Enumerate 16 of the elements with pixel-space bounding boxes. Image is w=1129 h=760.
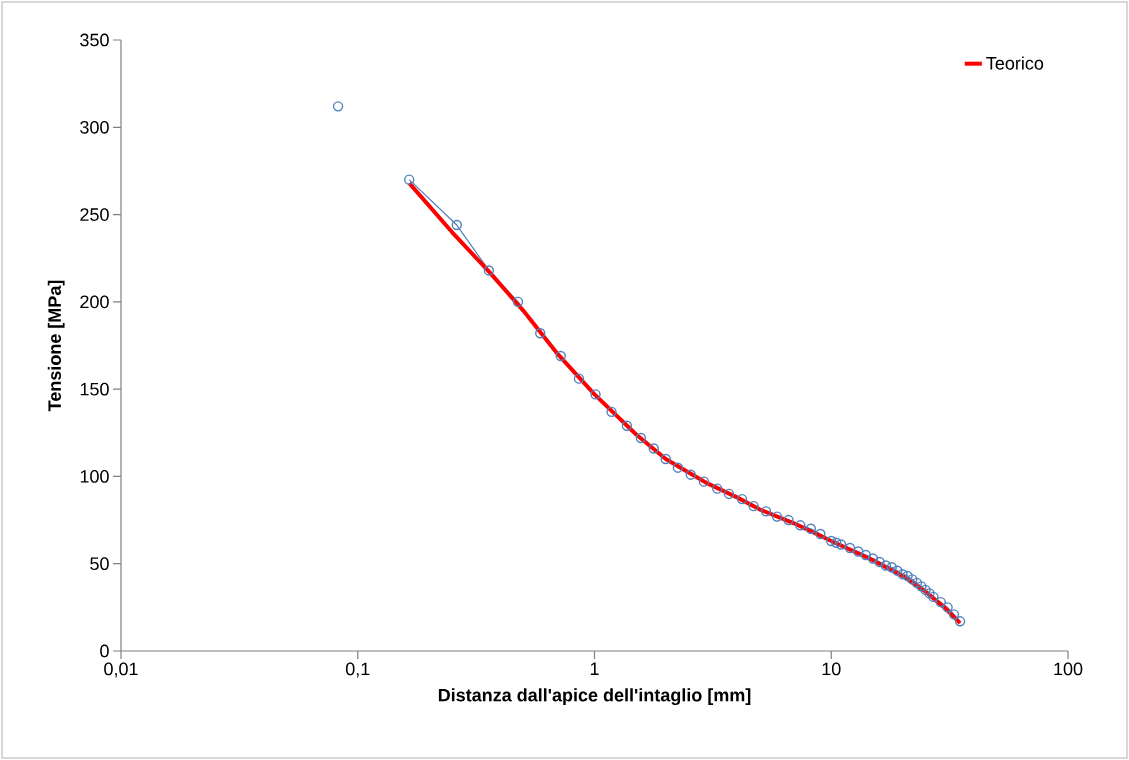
y-tick-label: 150 bbox=[80, 382, 109, 396]
y-tick-label: 350 bbox=[80, 33, 109, 47]
y-tick-label: 0 bbox=[100, 644, 109, 658]
y-tick-label: 250 bbox=[80, 208, 109, 221]
x-tick-label: 10 bbox=[822, 662, 841, 676]
x-tick-label: 0,01 bbox=[104, 662, 138, 678]
x-tick-label: 1 bbox=[590, 662, 599, 675]
legend-label: Teorico bbox=[986, 56, 1044, 70]
y-tick-label: 100 bbox=[80, 470, 109, 483]
y-tick-label: 200 bbox=[80, 295, 109, 309]
y-axis-title: Tensione [MPa] bbox=[47, 280, 65, 412]
x-axis-title: Distanza dall'apice dell'intaglio [mm] bbox=[438, 688, 751, 706]
x-tick-label: 100 bbox=[1054, 662, 1083, 676]
y-tick-label: 50 bbox=[90, 557, 109, 571]
y-tick-label: 300 bbox=[80, 120, 109, 134]
x-tick-label: 0,1 bbox=[345, 662, 370, 678]
